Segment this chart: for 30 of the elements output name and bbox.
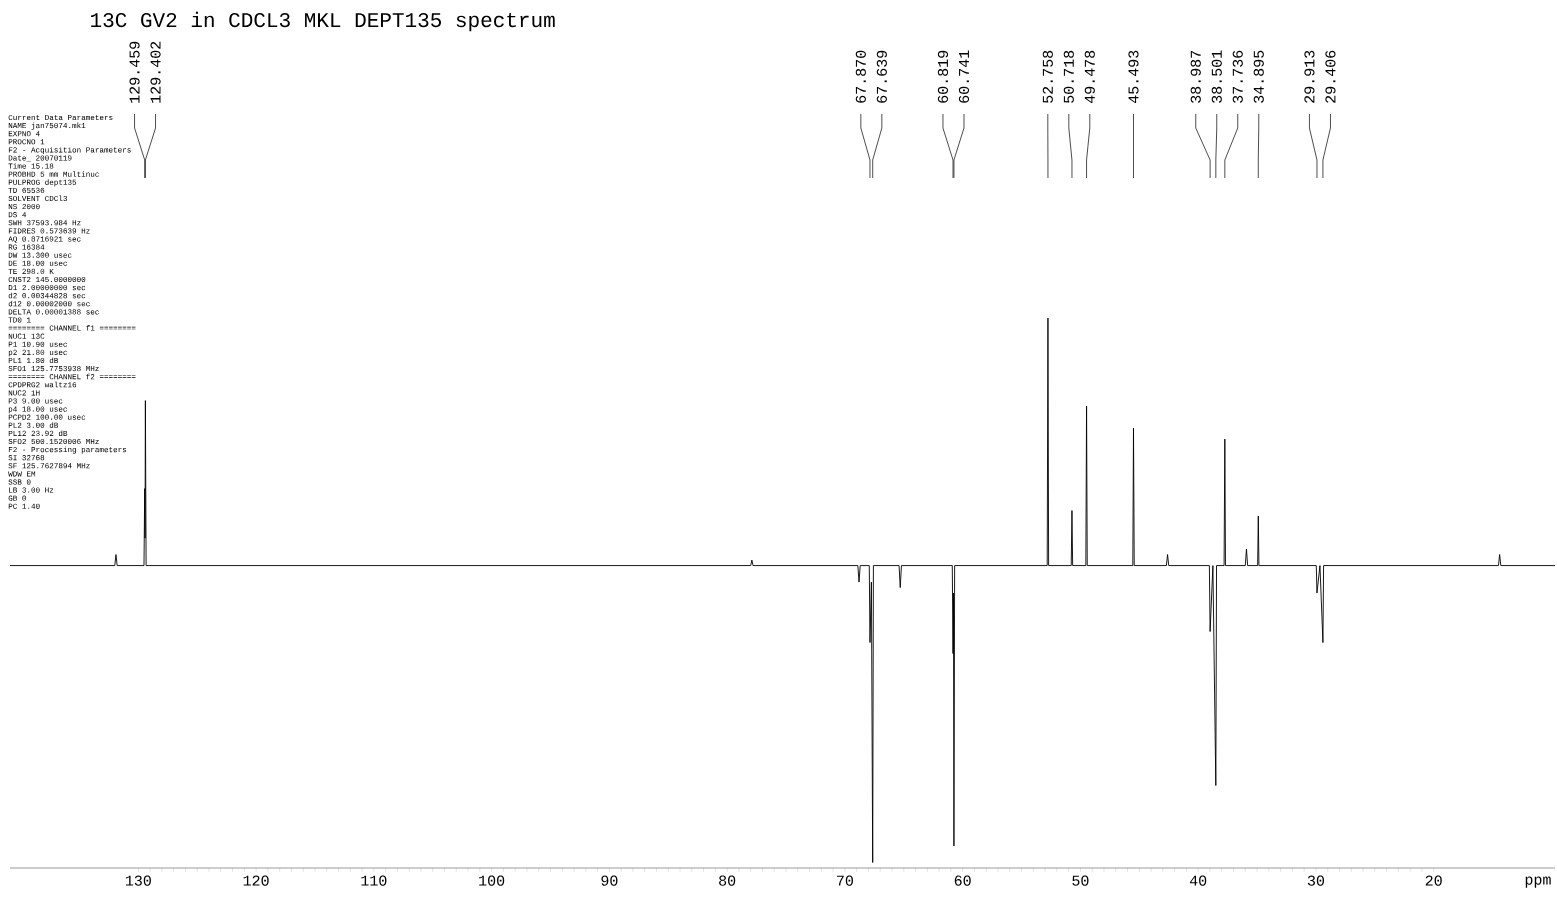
annotation: 45.493 bbox=[1128, 50, 1139, 104]
annotation: 29.406 bbox=[1325, 50, 1336, 103]
x-tick-label: 70 bbox=[837, 875, 853, 886]
annotation: 50.718 bbox=[1063, 50, 1074, 103]
x-tick-label: 120 bbox=[243, 875, 269, 886]
x-tick-label: 50 bbox=[1072, 875, 1089, 886]
x-tick-label: 40 bbox=[1189, 875, 1207, 886]
annotation: 60.819 bbox=[937, 50, 949, 103]
x-tick-label: 60 bbox=[954, 875, 971, 886]
annotation: 34.895 bbox=[1253, 50, 1264, 103]
annotation: 38.501 bbox=[1211, 50, 1222, 103]
annotation: 49.478 bbox=[1084, 50, 1095, 104]
annotation: 37.736 bbox=[1232, 50, 1243, 103]
annotation: 129.459 bbox=[129, 41, 140, 103]
annotation: 52.758 bbox=[1042, 50, 1053, 103]
annotation: 67.870 bbox=[855, 50, 866, 103]
x-tick-label: 30 bbox=[1307, 875, 1325, 886]
x-tick-label: 80 bbox=[719, 875, 736, 886]
x-tick-label: 100 bbox=[479, 875, 505, 886]
x-tick-label: 20 bbox=[1425, 875, 1442, 886]
annotation: 129.402 bbox=[150, 41, 161, 103]
annotation: 67.639 bbox=[876, 50, 887, 103]
annotation: 29.913 bbox=[1304, 50, 1315, 103]
chart-title: 13C GV2 in CDCL3 MKL DEPT135 spectrum bbox=[91, 11, 555, 32]
annotation: 60.741 bbox=[958, 50, 970, 103]
annotation: 38.987 bbox=[1190, 50, 1201, 103]
x-tick-label: 130 bbox=[125, 875, 151, 886]
x-tick-label: 110 bbox=[361, 875, 387, 886]
x-axis-title: ppm bbox=[1525, 876, 1551, 888]
x-tick-label: 90 bbox=[601, 875, 618, 886]
